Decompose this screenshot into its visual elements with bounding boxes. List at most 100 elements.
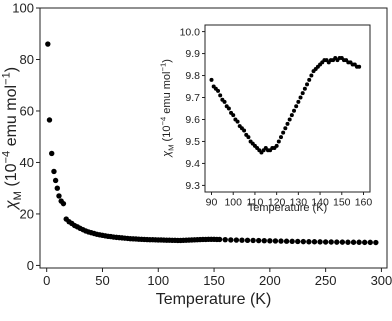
x-tick-label: 150	[333, 197, 351, 209]
y-label-part: −4	[1, 151, 13, 164]
y-tick-label: 9.3	[185, 180, 200, 192]
data-point	[267, 238, 273, 244]
data-point	[216, 236, 223, 243]
data-point	[287, 117, 292, 122]
data-point	[226, 106, 231, 111]
x-tick-label: 0	[43, 273, 50, 288]
data-point	[283, 126, 288, 131]
data-point	[231, 113, 236, 118]
data-point	[209, 77, 214, 82]
x-tick-label: 250	[315, 273, 337, 288]
data-point	[56, 193, 62, 199]
y-axis-label: χM (10−4 emu mol−1)	[159, 59, 176, 158]
data-point	[283, 238, 290, 244]
y-label-part: (10	[3, 163, 20, 191]
data-point	[296, 99, 301, 104]
data-point	[272, 238, 279, 244]
data-point	[373, 239, 379, 246]
x-tick-label: 100	[224, 197, 242, 209]
data-point	[278, 238, 284, 244]
data-point	[309, 73, 314, 78]
data-point	[306, 239, 312, 245]
data-point	[295, 238, 301, 245]
y-tick-label: 9.6	[185, 114, 200, 126]
data-point	[49, 150, 55, 157]
x-tick-label: 300	[371, 273, 392, 288]
y-tick-label: 9.5	[185, 136, 200, 148]
data-point	[322, 239, 329, 245]
data-point	[250, 237, 256, 244]
data-point	[218, 93, 223, 98]
data-point	[239, 237, 245, 243]
y-label-part: M	[12, 191, 24, 200]
data-point	[278, 135, 283, 140]
data-point	[54, 185, 60, 191]
data-point	[357, 64, 362, 69]
y-label-part: )	[3, 67, 20, 72]
y-tick-label: 9.9	[185, 48, 200, 60]
y-label-part: emu mol	[3, 85, 20, 151]
data-point	[52, 177, 59, 184]
x-axis-label: Temperature (K)	[156, 291, 272, 308]
data-point	[300, 91, 305, 96]
y-tick-label: 100	[12, 1, 34, 16]
y-label-part: −4	[159, 116, 168, 125]
data-point	[51, 168, 57, 175]
data-point	[294, 104, 299, 109]
data-point	[242, 128, 247, 133]
data-point	[317, 239, 323, 245]
x-tick-label: 90	[206, 197, 218, 209]
data-point	[255, 237, 262, 244]
data-point	[261, 238, 267, 244]
data-point	[246, 135, 251, 140]
x-tick-label: 50	[95, 273, 109, 288]
y-tick-label: 9.7	[185, 92, 200, 104]
data-point	[228, 237, 234, 243]
y-label-part: χ	[3, 200, 20, 211]
data-point	[361, 239, 368, 246]
data-point	[222, 236, 228, 243]
y-tick-label: 40	[20, 155, 34, 170]
x-tick-label: 150	[203, 273, 225, 288]
y-label-part: emu mol	[161, 72, 173, 117]
y-tick-label: 20	[20, 206, 34, 221]
data-point	[328, 239, 334, 245]
x-tick-label: 130	[290, 197, 308, 209]
data-point	[289, 113, 294, 118]
y-tick-label: 9.8	[185, 70, 200, 82]
data-point	[356, 239, 362, 245]
y-label-part: −1	[1, 72, 13, 85]
x-tick-label: 160	[355, 197, 373, 209]
data-point	[60, 200, 67, 207]
y-label-part: )	[161, 59, 173, 63]
data-point	[235, 119, 240, 124]
data-point	[292, 108, 297, 113]
y-tick-label: 10.0	[180, 26, 201, 38]
x-tick-label: 200	[259, 273, 281, 288]
data-point	[307, 77, 312, 82]
data-point	[298, 95, 303, 100]
y-label-part: χ	[161, 150, 173, 158]
data-point	[274, 143, 279, 148]
data-point	[45, 41, 51, 47]
data-point	[281, 130, 286, 135]
data-point	[311, 239, 318, 245]
y-tick-label: 0	[27, 258, 34, 273]
data-point	[244, 237, 251, 244]
x-tick-label: 100	[147, 273, 169, 288]
data-point	[276, 139, 281, 144]
data-point	[289, 238, 295, 245]
data-point	[339, 239, 346, 245]
data-point	[350, 239, 357, 245]
y-axis-label: χM (10−4 emu mol−1)	[1, 67, 24, 211]
data-point	[222, 99, 227, 104]
data-point	[300, 238, 307, 245]
x-tick-label: 120	[268, 197, 286, 209]
data-point	[302, 86, 307, 91]
data-point	[46, 117, 53, 123]
inset-chart: 90 100 110 120 130 140 150 160 9.3 9.4 9.5 9.6 9.7 9.…	[159, 24, 373, 214]
x-tick-label: 110	[247, 197, 264, 209]
data-point	[233, 237, 240, 243]
y-label-part: M	[166, 145, 175, 151]
